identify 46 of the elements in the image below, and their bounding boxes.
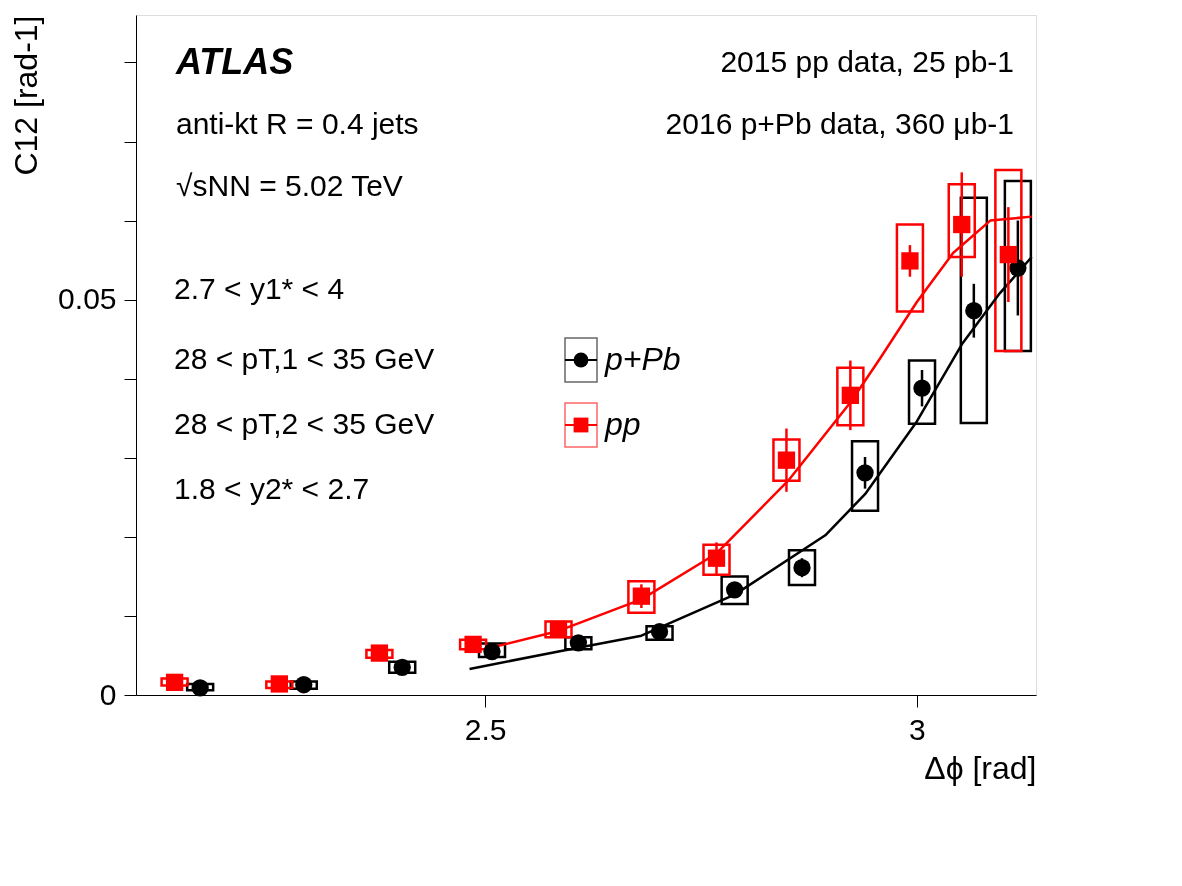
annotation: 1.8 < y2* < 2.7 [174, 472, 370, 505]
y-tick-label: 0 [99, 677, 117, 711]
bar [907, 359, 937, 426]
x-tick-label: 2.5 [464, 712, 507, 746]
point [650, 623, 669, 641]
annotation: √sNN = 5.02 TeV [176, 169, 403, 202]
bar [477, 642, 507, 659]
point [483, 642, 501, 661]
point [569, 634, 588, 652]
bar [387, 660, 417, 675]
annotation: anti-kt R = 0.4 jets [176, 107, 419, 140]
annotation: 28 < pT,2 < 35 GeV [174, 407, 435, 440]
annotation: 28 < pT,1 < 35 GeV [174, 342, 435, 375]
bar [544, 620, 573, 639]
point [999, 245, 1018, 264]
annotation: 2016 p+Pb data, 360 μb-1 [665, 107, 1014, 140]
point [464, 635, 482, 654]
legend-label: pp [604, 406, 641, 442]
point [370, 644, 389, 662]
bar [185, 682, 215, 692]
bar [365, 648, 394, 660]
x-tick-label: 3 [909, 712, 926, 746]
bar [160, 677, 189, 687]
bar [850, 439, 880, 513]
bar [645, 624, 674, 641]
point [901, 252, 919, 270]
point [295, 676, 313, 694]
bar [627, 579, 656, 615]
legend-label: p+Pb [604, 341, 681, 377]
bar [895, 223, 925, 313]
y-axis-title: C12 [rad-1] [8, 15, 45, 176]
annotation: 2.7 < y1* < 4 [174, 272, 345, 305]
bar [458, 638, 488, 651]
annotation: 2015 pp data, 25 pb-1 [720, 45, 1014, 78]
y-tick-label: 0.05 [58, 282, 117, 316]
point [191, 679, 209, 697]
bar [787, 549, 817, 587]
bar [702, 543, 731, 577]
bar [720, 575, 749, 606]
bar [564, 636, 593, 651]
point [965, 302, 983, 320]
point [270, 675, 288, 693]
point [393, 658, 411, 676]
point [165, 673, 184, 692]
x-axis-title: Δϕ [rad] [924, 749, 1037, 786]
annotation: ATLAS [175, 41, 294, 82]
